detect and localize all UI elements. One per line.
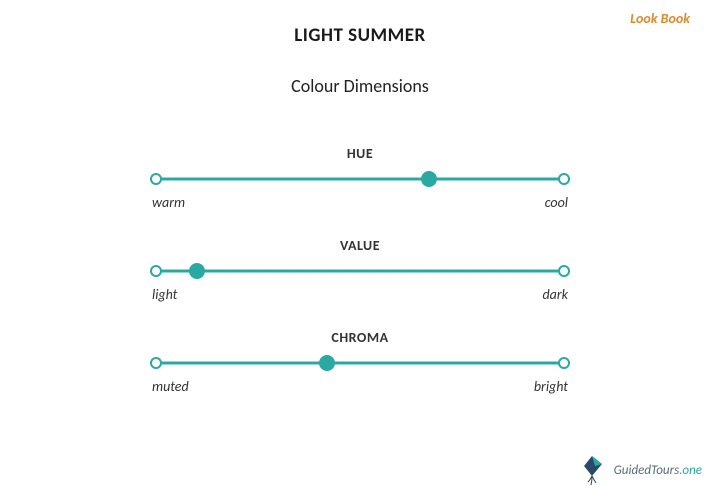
- slider-value-right-label: dark: [542, 286, 568, 303]
- slider-value-track[interactable]: [150, 262, 570, 280]
- slider-hue-left-label: warm: [152, 194, 185, 211]
- slider-track-line: [156, 178, 564, 181]
- lookbook-link[interactable]: Look Book: [630, 10, 690, 27]
- slider-endpoint-right: [558, 357, 570, 369]
- footer-brand-main: GuidedTours: [614, 463, 680, 478]
- sliders-container: HUE warm cool VALUE light dark CHROMA: [150, 145, 570, 395]
- page-title: LIGHT SUMMER: [0, 0, 720, 47]
- footer-logo[interactable]: GuidedTours.one: [582, 454, 702, 486]
- slider-chroma-label: CHROMA: [150, 329, 570, 346]
- kite-icon: [582, 454, 610, 486]
- slider-chroma: CHROMA muted bright: [150, 329, 570, 395]
- footer-brand: GuidedTours.one: [614, 463, 702, 478]
- slider-hue: HUE warm cool: [150, 145, 570, 211]
- page-subtitle: Colour Dimensions: [0, 75, 720, 97]
- slider-endpoint-right: [558, 173, 570, 185]
- slider-endpoint-left: [150, 357, 162, 369]
- slider-hue-label: HUE: [150, 145, 570, 162]
- slider-hue-right-label: cool: [545, 194, 568, 211]
- slider-hue-track[interactable]: [150, 170, 570, 188]
- slider-chroma-marker[interactable]: [319, 355, 335, 371]
- slider-hue-marker[interactable]: [421, 171, 437, 187]
- footer-brand-suffix: .one: [679, 463, 702, 478]
- slider-chroma-track[interactable]: [150, 354, 570, 372]
- slider-value-label: VALUE: [150, 237, 570, 254]
- slider-value-marker[interactable]: [189, 263, 205, 279]
- slider-endpoint-right: [558, 265, 570, 277]
- slider-value: VALUE light dark: [150, 237, 570, 303]
- slider-track-line: [156, 270, 564, 273]
- slider-chroma-left-label: muted: [152, 378, 189, 395]
- slider-track-line: [156, 362, 564, 365]
- slider-value-left-label: light: [152, 286, 177, 303]
- slider-endpoint-left: [150, 265, 162, 277]
- slider-chroma-right-label: bright: [534, 378, 568, 395]
- slider-endpoint-left: [150, 173, 162, 185]
